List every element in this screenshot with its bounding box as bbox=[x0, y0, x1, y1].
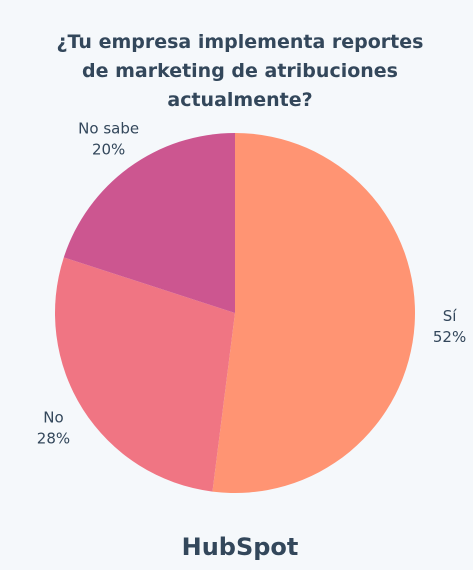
slice-label: Sí bbox=[443, 307, 458, 325]
pie-slice bbox=[63, 133, 235, 313]
slice-label: No bbox=[43, 409, 63, 427]
pie-slice bbox=[212, 133, 415, 493]
logo: HubSpot bbox=[182, 533, 299, 561]
chart-title: ¿Tu empresa implementa reportes de marke… bbox=[56, 31, 424, 111]
slice-value: 52% bbox=[433, 328, 466, 346]
slice-value: 20% bbox=[92, 141, 125, 159]
slice-value: 28% bbox=[37, 430, 70, 448]
slice-label: No sabe bbox=[78, 120, 139, 138]
pie-slice bbox=[55, 257, 235, 492]
